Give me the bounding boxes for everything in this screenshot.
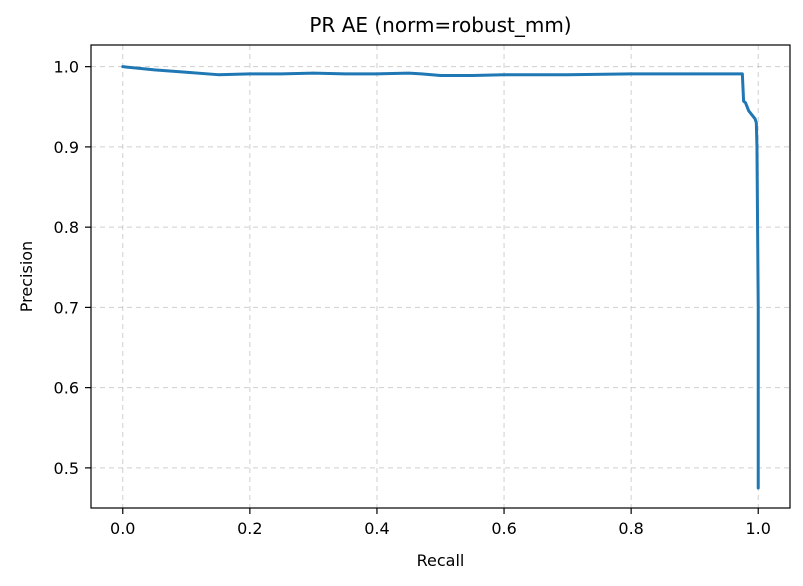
ticks: 0.0 0.2 0.4 0.6 0.8 1.0 0.5 0.6 0.7 0.8 0.9 1.0 [54,58,771,538]
y-tick-label: 0.5 [54,459,79,478]
x-axis-label: Recall [417,551,465,570]
pr-curve-line [121,65,760,490]
y-tick-label: 1.0 [54,58,79,77]
x-tick-label: 0.0 [110,519,135,538]
x-tick-label: 0.2 [237,519,262,538]
axes-frame [90,44,791,509]
y-tick-label: 0.8 [54,218,79,237]
x-tick-label: 0.8 [618,519,643,538]
series-layer [121,65,760,490]
chart-title: PR AE (norm=robust_mm) [309,13,571,37]
x-tick-label: 1.0 [746,519,771,538]
y-tick-label: 0.7 [54,298,79,317]
y-tick-label: 0.9 [54,138,79,157]
y-tick-label: 0.6 [54,379,79,398]
x-tick-label: 0.4 [364,519,389,538]
y-axis-label: Precision [17,241,36,312]
x-tick-label: 0.6 [491,519,516,538]
